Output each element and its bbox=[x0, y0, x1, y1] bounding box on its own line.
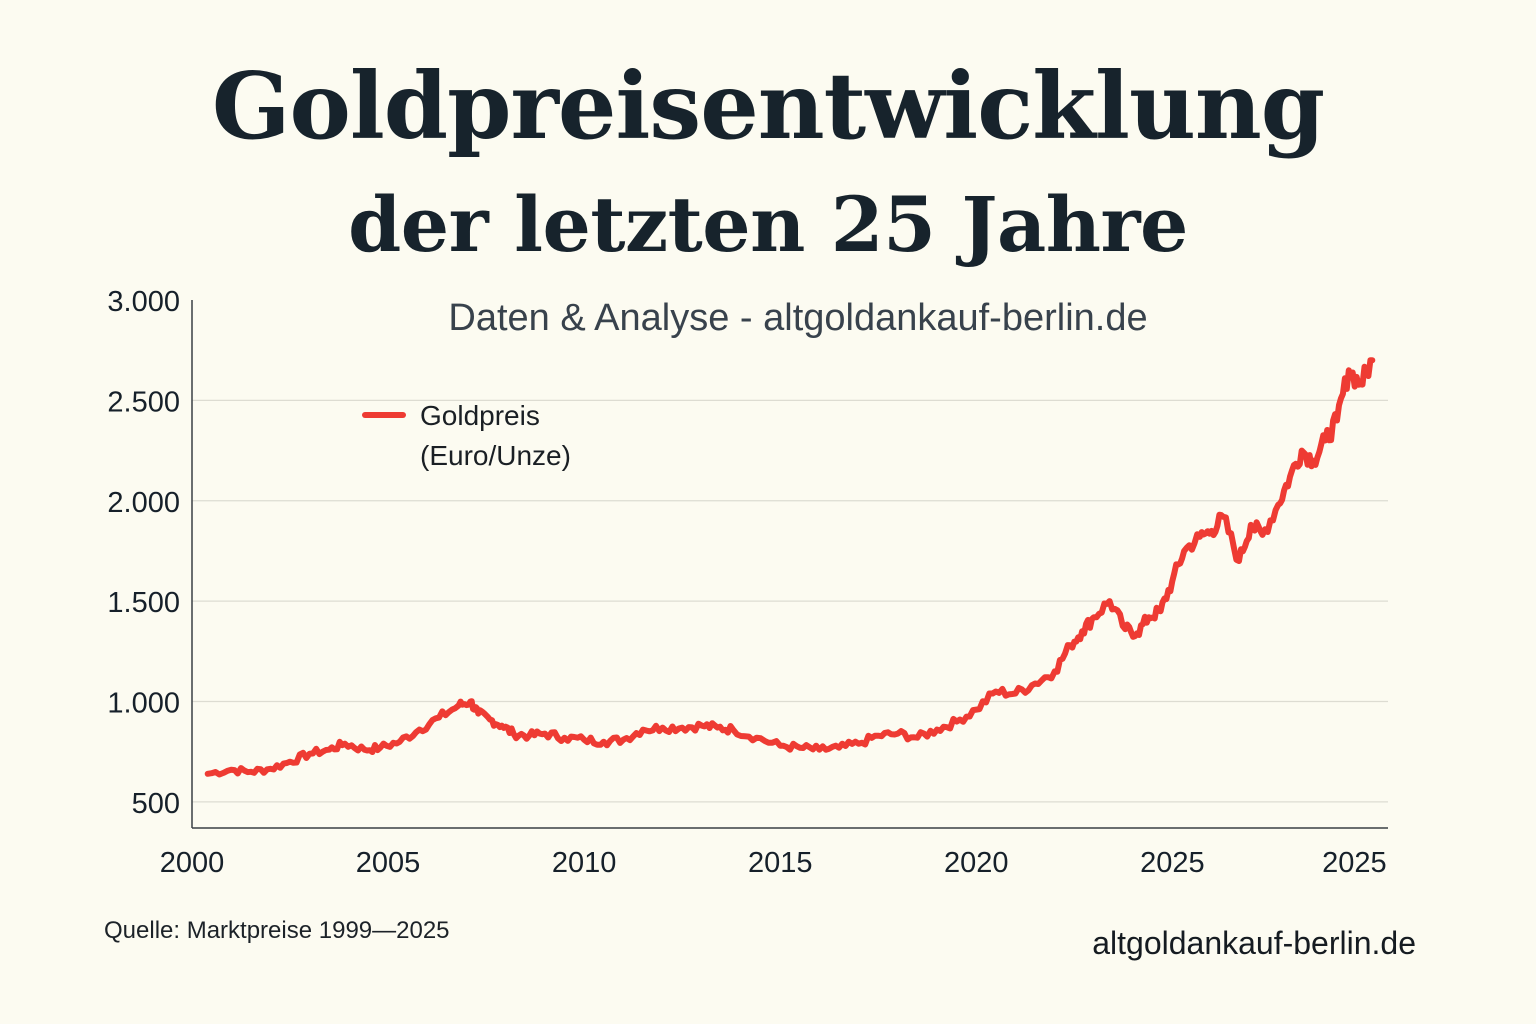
x-axis-tick-labels: 2000 2005 2010 2015 2020 2025 2025 bbox=[160, 847, 1387, 879]
grid-lines bbox=[192, 399, 1388, 803]
axes bbox=[191, 300, 1388, 829]
chart-legend: Goldpreis (Euro/Unze) bbox=[362, 396, 571, 476]
y-axis-tick-labels: 500 1.000 1.500 2.000 2.500 3.000 bbox=[107, 286, 180, 820]
y-tick-label: 500 bbox=[132, 788, 180, 820]
y-tick-label: 2.000 bbox=[107, 487, 180, 519]
y-tick-label: 1.500 bbox=[107, 587, 180, 619]
y-tick-label: 1.000 bbox=[107, 688, 180, 720]
site-link[interactable]: altgoldankauf-berlin.de bbox=[1092, 925, 1416, 961]
legend-label-unit: (Euro/Unze) bbox=[420, 440, 571, 471]
y-tick-label: 3.000 bbox=[107, 286, 180, 318]
x-tick-label: 2010 bbox=[552, 847, 617, 879]
x-tick-label: 2005 bbox=[356, 847, 421, 879]
x-tick-label: 2000 bbox=[160, 847, 225, 879]
legend-label-name: Goldpreis bbox=[420, 400, 540, 431]
chart-subtitle: Daten & Analyse - altgoldankauf-berlin.d… bbox=[448, 297, 1148, 339]
x-tick-label: 2015 bbox=[748, 847, 813, 879]
page-title: Goldpreisentwicklung bbox=[211, 52, 1325, 160]
x-tick-label: 2025 bbox=[1322, 847, 1387, 879]
page-subtitle-line: der letzten 25 Jahre bbox=[348, 180, 1188, 269]
x-tick-label: 2025 bbox=[1140, 847, 1205, 879]
legend-label: Goldpreis (Euro/Unze) bbox=[420, 396, 571, 476]
series-line bbox=[204, 357, 1376, 778]
y-tick-label: 2.500 bbox=[107, 386, 180, 418]
legend-swatch bbox=[362, 412, 406, 418]
series bbox=[204, 357, 1376, 778]
source-note: Quelle: Marktpreise 1999—2025 bbox=[104, 917, 450, 944]
x-tick-label: 2020 bbox=[944, 847, 1009, 879]
